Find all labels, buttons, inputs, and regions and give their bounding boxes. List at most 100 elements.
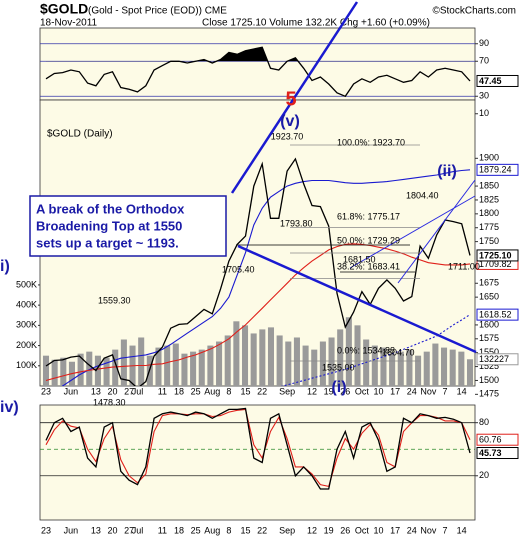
x-tick-label: 19 [324, 525, 334, 535]
y2-tick-label: 300K [16, 320, 37, 330]
y-tick-label: 30 [479, 91, 489, 101]
volume-bar [276, 335, 283, 386]
volume-bar [337, 329, 344, 386]
y-tick-label: 10 [479, 108, 489, 118]
rsi-panel [39, 27, 476, 101]
last-value-label: 1709.82 [479, 259, 512, 269]
last-value-label: 1879.24 [479, 165, 512, 175]
annotation: 100.0%: 1923.70 [337, 137, 405, 147]
y-tick-label: 1850 [479, 180, 499, 190]
annotation: 1711.00 [448, 261, 480, 271]
x-tick-label: Aug [204, 386, 220, 396]
volume-bar [112, 349, 119, 386]
x-tick-label: 10 [374, 386, 384, 396]
volume-bar [241, 325, 249, 386]
annotation: (i) [331, 379, 346, 396]
x-tick-label: 12 [307, 525, 317, 535]
x-tick-label: 10 [374, 525, 384, 535]
volume-bar [164, 345, 171, 386]
y-tick-label: 1550 [479, 347, 499, 357]
series-line [45, 407, 471, 490]
x-tick-label: 15 [241, 525, 251, 535]
x-tick-label: 22 [257, 525, 267, 535]
last-value-label: 1618.52 [479, 310, 512, 320]
y-tick-label: 20 [479, 470, 489, 480]
annotation: 0.0%: 1534.88 [337, 345, 395, 355]
callout-line: sets up a target ~ 1193. [36, 235, 179, 250]
volume-bar [415, 355, 422, 386]
series-line [45, 157, 471, 386]
last-value-box [476, 433, 519, 446]
y-tick-label: 1675 [479, 278, 499, 288]
date: 18-Nov-2011 [40, 18, 98, 29]
volume-bar [311, 349, 318, 386]
volume-bar [181, 353, 188, 386]
callout-line: A break of the Orthodox [36, 201, 185, 216]
volume-bar [103, 357, 110, 386]
annotation: (v) [280, 113, 300, 130]
series-line [45, 408, 471, 488]
source: ©StockCharts.com [432, 6, 516, 17]
annotation: (ii) [437, 163, 457, 180]
x-tick-label: 26 [340, 525, 350, 535]
volume-bar [285, 341, 292, 386]
x-tick-label: 25 [191, 386, 201, 396]
x-tick-label: 17 [390, 386, 400, 396]
y-tick-label: 1900 [479, 153, 499, 163]
volume-bar [328, 337, 335, 386]
x-tick-label: Aug [204, 525, 220, 535]
x-tick-label: 7 [443, 386, 448, 396]
x-tick-label: 13 [91, 525, 101, 535]
annotation: i) [0, 258, 10, 275]
x-tick-label: Nov [420, 386, 437, 396]
y-tick-label: 90 [479, 38, 489, 48]
y2-tick-label: 500K [16, 279, 37, 289]
x-tick-label: 25 [191, 525, 201, 535]
y-tick-label: 1800 [479, 208, 499, 218]
x-tick-label: 24 [407, 386, 417, 396]
x-tick-label: 12 [307, 386, 317, 396]
volume-bar [466, 359, 474, 386]
trend-line [230, 1, 359, 194]
x-tick-label: 14 [457, 525, 467, 535]
channel-line [397, 179, 476, 284]
annotation: 1535.00 [322, 362, 355, 372]
annotation-layer: A break of the Orthodox Broadening Top a… [0, 1, 480, 416]
y-tick-label: 1500 [479, 375, 499, 385]
last-value-label: 45.73 [479, 448, 502, 458]
volume-bar [441, 347, 448, 386]
annotation: 5 [285, 88, 296, 110]
x-tick-label: Oct [355, 386, 370, 396]
y-tick-label: 1650 [479, 292, 499, 302]
overbought-fill [46, 47, 470, 62]
x-tick-label: 24 [407, 525, 417, 535]
volume-bar [458, 351, 465, 386]
plot-area [45, 407, 471, 490]
volume-bar [267, 327, 275, 386]
volume-bar [172, 343, 179, 386]
x-tick-label: 19 [324, 386, 334, 396]
volume-bar [345, 317, 352, 386]
x-tick-label: 14 [457, 386, 467, 396]
y2-tick-label: 100K [16, 360, 37, 370]
annotation: 1559.30 [98, 295, 131, 305]
series-line [61, 169, 471, 386]
volume-bar [233, 321, 240, 386]
volume-bar [198, 349, 205, 386]
y-tick-label: 70 [479, 56, 489, 66]
last-value-box [476, 447, 519, 460]
x-tick-label: 13 [91, 386, 101, 396]
volume-bar [94, 355, 101, 386]
volume-bar [302, 345, 309, 386]
symbol-name: (Gold - Spot Price (EOD)) CME [88, 6, 227, 17]
last-value-label: 1725.10 [479, 250, 512, 260]
y-tick-label: 1475 [479, 389, 499, 399]
y-tick-label: 1825 [479, 194, 499, 204]
x-tick-label: 18 [174, 525, 184, 535]
last-value-box [476, 353, 519, 366]
last-value-label: 47.45 [479, 76, 502, 86]
annotation: $GOLD (Daily) [47, 129, 113, 140]
x-tick-label: 27 [124, 525, 134, 535]
x-tick-label: 26 [340, 386, 350, 396]
volume-bar [250, 333, 257, 386]
